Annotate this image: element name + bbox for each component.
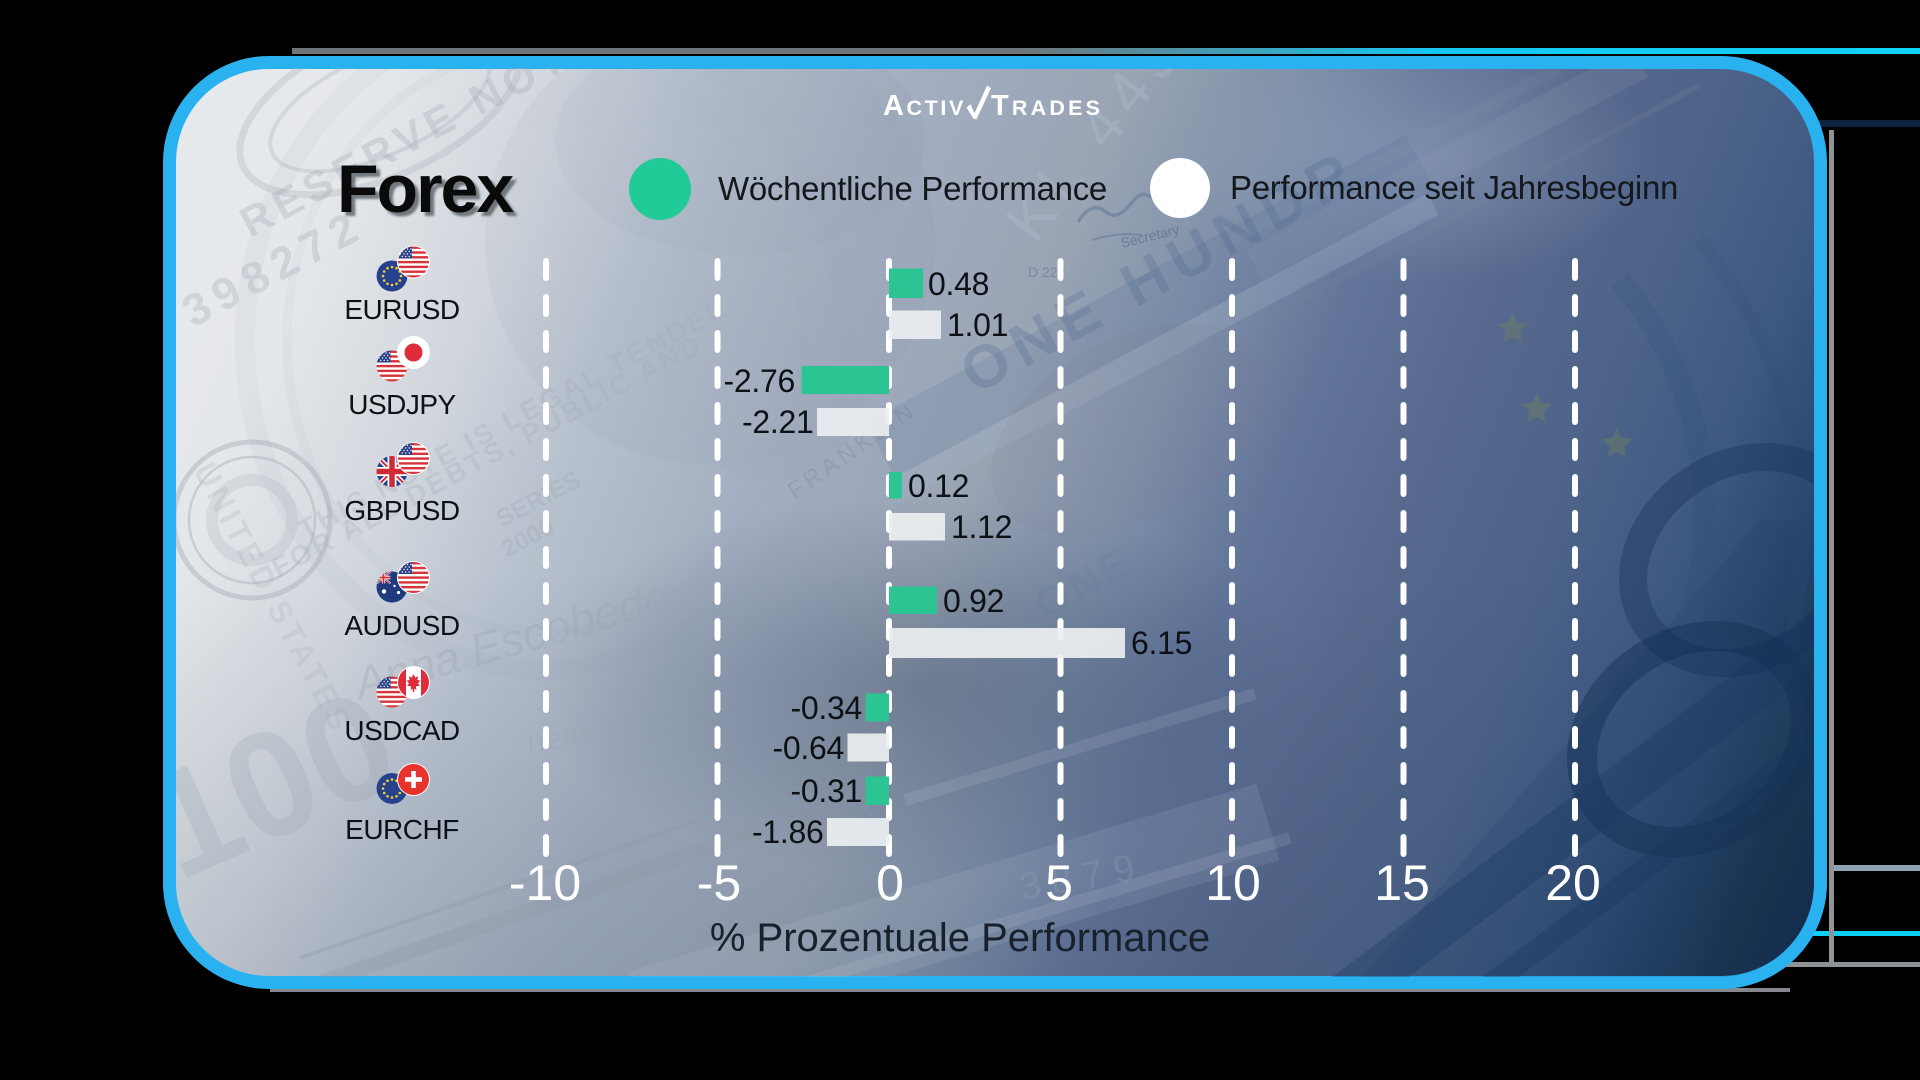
svg-text:D 222: D 222 xyxy=(1028,264,1066,280)
svg-text:0: 0 xyxy=(876,855,904,911)
svg-text:USDJPY: USDJPY xyxy=(348,389,456,420)
svg-text:ONE: ONE xyxy=(1027,537,1140,627)
svg-text:-2.21: -2.21 xyxy=(742,404,813,440)
svg-text:-2.76: -2.76 xyxy=(724,363,795,399)
svg-text:Forex: Forex xyxy=(337,151,514,227)
svg-text:-0.34: -0.34 xyxy=(791,690,862,726)
svg-text:GBPUSD: GBPUSD xyxy=(344,495,459,526)
svg-text:20: 20 xyxy=(1545,855,1601,911)
svg-text:Forex: Forex xyxy=(341,155,518,231)
svg-text:10: 10 xyxy=(1205,855,1261,911)
svg-text:-1.86: -1.86 xyxy=(752,814,823,850)
svg-text:AUDUSD: AUDUSD xyxy=(344,610,459,641)
svg-text:USDCAD: USDCAD xyxy=(344,715,459,746)
svg-text:ACTIV: ACTIV xyxy=(883,90,966,122)
svg-text:Performance seit Jahresbeginn: Performance seit Jahresbeginn xyxy=(1230,169,1678,206)
svg-text:EURCHF: EURCHF xyxy=(345,814,459,845)
svg-text:6.15: 6.15 xyxy=(1131,625,1192,661)
svg-text:15: 15 xyxy=(1374,855,1430,911)
svg-text:1.01: 1.01 xyxy=(947,307,1008,343)
svg-text:5: 5 xyxy=(1045,855,1073,911)
svg-text:Wöchentliche Performance: Wöchentliche Performance xyxy=(718,170,1107,207)
svg-text:0.48: 0.48 xyxy=(928,266,989,302)
svg-text:-5: -5 xyxy=(697,855,741,911)
svg-text:% Prozentuale Performance: % Prozentuale Performance xyxy=(710,916,1210,960)
svg-text:EURUSD: EURUSD xyxy=(344,294,459,325)
svg-text:-10: -10 xyxy=(509,855,581,911)
svg-text:Treasurer: Treasurer xyxy=(518,700,647,765)
svg-text:-0.31: -0.31 xyxy=(791,773,862,809)
svg-text:TRADES: TRADES xyxy=(991,90,1103,122)
svg-text:-0.64: -0.64 xyxy=(773,730,844,766)
svg-text:0.12: 0.12 xyxy=(908,468,969,504)
svg-text:FOR ALL DEBTS, PUBLIC AND: FOR ALL DEBTS, PUBLIC AND xyxy=(266,328,708,583)
svg-text:0.92: 0.92 xyxy=(943,583,1004,619)
svg-text:1.12: 1.12 xyxy=(951,509,1012,545)
